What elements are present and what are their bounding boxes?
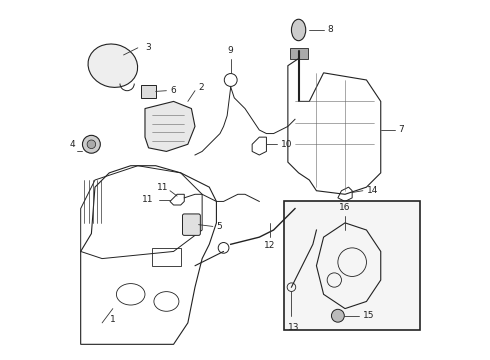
- Text: 3: 3: [145, 43, 151, 52]
- Text: 5: 5: [217, 222, 222, 231]
- Text: 8: 8: [327, 26, 333, 35]
- Ellipse shape: [88, 44, 138, 87]
- Ellipse shape: [292, 19, 306, 41]
- Text: 2: 2: [198, 83, 204, 92]
- Bar: [284, 202, 420, 330]
- Bar: [152, 248, 181, 266]
- Text: 7: 7: [398, 126, 404, 135]
- Circle shape: [331, 309, 344, 322]
- Text: 1: 1: [110, 315, 116, 324]
- Text: 4: 4: [70, 140, 75, 149]
- FancyBboxPatch shape: [182, 214, 200, 235]
- Text: 9: 9: [228, 46, 234, 55]
- Text: 11: 11: [143, 195, 154, 204]
- Polygon shape: [145, 102, 195, 152]
- Text: 16: 16: [339, 203, 351, 212]
- Bar: [290, 48, 308, 59]
- Text: 11: 11: [157, 183, 169, 192]
- Text: 14: 14: [367, 186, 378, 195]
- Text: 12: 12: [264, 241, 276, 250]
- Circle shape: [87, 140, 96, 149]
- Circle shape: [82, 135, 100, 153]
- Text: 6: 6: [170, 86, 176, 95]
- Text: 13: 13: [288, 323, 299, 332]
- Text: 15: 15: [363, 311, 374, 320]
- Text: 10: 10: [281, 140, 292, 149]
- Bar: [142, 85, 156, 98]
